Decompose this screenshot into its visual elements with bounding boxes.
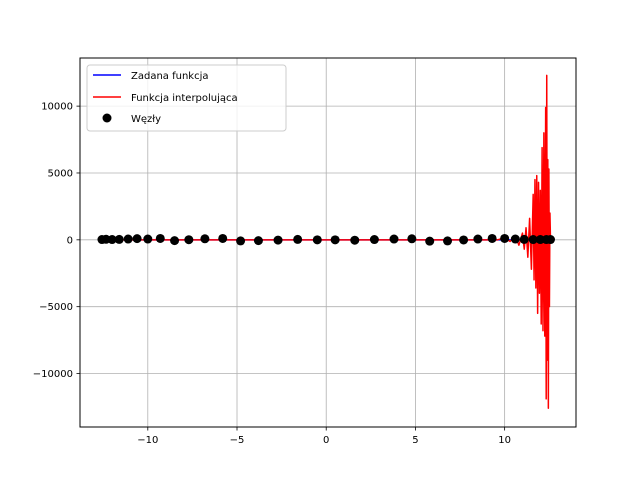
node-point xyxy=(407,234,417,244)
node-point xyxy=(369,235,379,245)
node-point xyxy=(293,234,303,244)
node-point xyxy=(330,235,340,245)
node-point xyxy=(312,235,322,245)
y-axis: −10000 −5000 0 5000 10000 xyxy=(33,102,80,380)
legend-box xyxy=(86,64,287,132)
node-point xyxy=(236,236,246,246)
node-point xyxy=(123,234,133,244)
legend: Zadana funkcja Funkcja interpolująca Węz… xyxy=(86,64,287,132)
node-point xyxy=(218,233,228,243)
y-tick-label: 5000 xyxy=(48,168,73,179)
node-point xyxy=(184,235,194,245)
node-point xyxy=(200,234,210,244)
x-tick-label: −10 xyxy=(137,435,158,446)
y-tick-label: 10000 xyxy=(41,102,73,113)
plot-frame xyxy=(79,57,577,428)
series-layer xyxy=(97,74,555,410)
node-point xyxy=(487,233,497,243)
node-point xyxy=(114,234,124,244)
node-point xyxy=(528,235,538,245)
node-point xyxy=(143,234,153,244)
node-point xyxy=(519,234,529,244)
legend-label-wezly: Węzły xyxy=(131,114,161,125)
node-point xyxy=(459,235,469,245)
node-point xyxy=(510,234,520,244)
node-point xyxy=(350,235,360,245)
node-point xyxy=(443,236,453,246)
node-point xyxy=(132,234,142,244)
x-tick-label: 5 xyxy=(412,435,418,446)
x-tick-label: −5 xyxy=(230,435,245,446)
legend-label-zadana: Zadana funkcja xyxy=(131,71,209,82)
node-point xyxy=(273,235,283,245)
y-tick-label: 0 xyxy=(67,235,73,246)
x-axis: −10 −5 0 5 10 xyxy=(137,427,511,446)
node-point xyxy=(107,235,117,245)
node-point xyxy=(155,233,165,243)
node-point xyxy=(389,234,399,244)
node-point xyxy=(500,233,510,243)
x-tick-label: 10 xyxy=(498,435,511,446)
node-point xyxy=(425,236,435,246)
legend-marker-wezly xyxy=(102,113,112,123)
legend-label-interpolujaca: Funkcja interpolująca xyxy=(131,93,238,104)
x-tick-label: 0 xyxy=(323,435,329,446)
node-point xyxy=(253,236,263,246)
series-line-1 xyxy=(101,74,552,410)
node-point xyxy=(170,236,180,246)
node-point xyxy=(473,234,483,244)
node-point xyxy=(545,235,555,245)
y-tick-label: −5000 xyxy=(39,302,73,313)
y-tick-label: −10000 xyxy=(33,369,73,380)
